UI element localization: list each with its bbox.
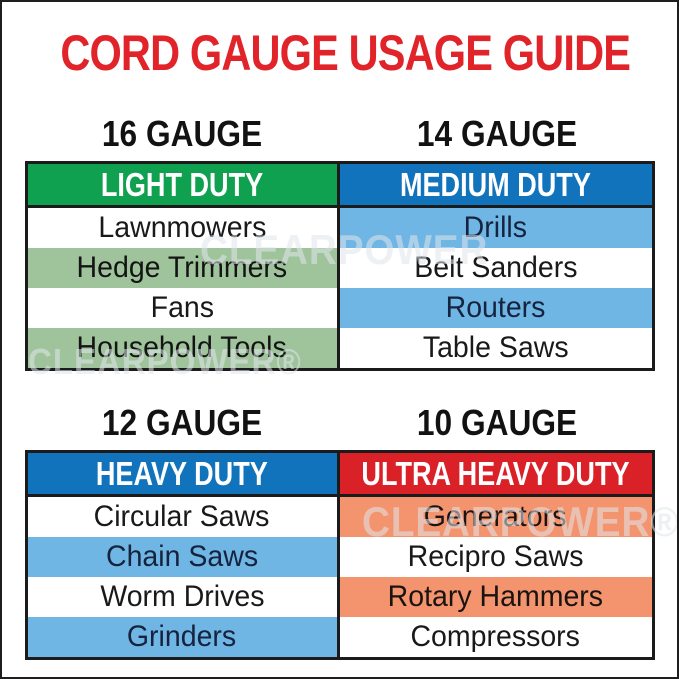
duty-header-ultra-heavy-duty: ULTRA HEAVY DUTY bbox=[339, 453, 652, 497]
gauge-heading-14: 14 GAUGE bbox=[340, 116, 655, 152]
table-row: Belt Sanders bbox=[340, 248, 652, 288]
gauge-heading-10: 10 GAUGE bbox=[340, 405, 655, 441]
table-cell-text: Routers bbox=[445, 291, 546, 324]
table-cell-text: Worm Drives bbox=[99, 580, 265, 613]
duty-header-light-duty: LIGHT DUTY bbox=[27, 164, 337, 208]
table-cell-text: Rotary Hammers bbox=[387, 580, 604, 613]
table-row: Lawnmowers bbox=[28, 208, 337, 248]
page-title-text: CORD GAUGE USAGE GUIDE bbox=[60, 25, 631, 81]
table-row: Grinders bbox=[27, 617, 337, 657]
table-row: Hedge Trimmers bbox=[27, 248, 337, 288]
gauge-heading-16-text: 16 GAUGE bbox=[101, 113, 263, 154]
tables-row-1: LIGHT DUTY Lawnmowers Hedge Trimmers Fan… bbox=[24, 161, 655, 371]
gauge-heading-12-text: 12 GAUGE bbox=[101, 402, 263, 443]
table-row: Household Tools bbox=[27, 328, 337, 368]
gauge-heading-row-1: 16 GAUGE 14 GAUGE bbox=[25, 116, 655, 152]
table-cell-text: Table Saws bbox=[422, 331, 569, 364]
gauge-heading-14-text: 14 GAUGE bbox=[416, 113, 578, 154]
gauge-heading-row-2: 12 GAUGE 10 GAUGE bbox=[25, 405, 655, 441]
duty-header-heavy-duty: HEAVY DUTY bbox=[27, 453, 337, 497]
table-row: Recipro Saws bbox=[340, 537, 652, 577]
table-row: Chain Saws bbox=[27, 537, 337, 577]
duty-header-medium-duty-text: MEDIUM DUTY bbox=[400, 166, 591, 203]
table-cell-text: Household Tools bbox=[76, 331, 288, 364]
table-cell-text: Circular Saws bbox=[94, 500, 270, 533]
duty-header-medium-duty: MEDIUM DUTY bbox=[339, 164, 652, 208]
table-cell-text: Fans bbox=[150, 291, 214, 324]
gauge-heading-10-text: 10 GAUGE bbox=[416, 402, 578, 443]
table-10-gauge: ULTRA HEAVY DUTY Generators Recipro Saws… bbox=[339, 450, 655, 660]
table-row: Routers bbox=[339, 288, 652, 328]
table-cell-text: Hedge Trimmers bbox=[76, 251, 288, 284]
table-cell-text: Recipro Saws bbox=[407, 540, 584, 573]
table-cell-text: Compressors bbox=[410, 620, 581, 653]
gauge-heading-16: 16 GAUGE bbox=[25, 116, 340, 152]
table-12-gauge: HEAVY DUTY Circular Saws Chain Saws Worm… bbox=[24, 450, 340, 660]
table-row: Generators bbox=[339, 497, 652, 537]
gauge-heading-12: 12 GAUGE bbox=[25, 405, 340, 441]
table-row: Circular Saws bbox=[28, 497, 337, 537]
duty-header-ultra-heavy-duty-text: ULTRA HEAVY DUTY bbox=[361, 455, 630, 492]
table-row: Fans bbox=[28, 288, 337, 328]
duty-header-light-duty-text: LIGHT DUTY bbox=[100, 166, 264, 203]
table-cell-text: Belt Sanders bbox=[413, 251, 578, 284]
table-row: Rotary Hammers bbox=[339, 577, 652, 617]
table-cell-text: Drills bbox=[463, 211, 528, 244]
table-cell-text: Grinders bbox=[127, 620, 237, 653]
tables-row-2: HEAVY DUTY Circular Saws Chain Saws Worm… bbox=[24, 450, 655, 660]
table-cell-text: Generators bbox=[424, 500, 567, 533]
table-row: Table Saws bbox=[340, 328, 652, 368]
table-row: Compressors bbox=[340, 617, 652, 657]
page-title: CORD GAUGE USAGE GUIDE bbox=[2, 28, 677, 78]
table-cell-text: Chain Saws bbox=[105, 540, 259, 573]
table-14-gauge: MEDIUM DUTY Drills Belt Sanders Routers … bbox=[339, 161, 655, 371]
duty-header-heavy-duty-text: HEAVY DUTY bbox=[96, 455, 268, 492]
table-row: Worm Drives bbox=[28, 577, 337, 617]
table-cell-text: Lawnmowers bbox=[98, 211, 266, 244]
table-16-gauge: LIGHT DUTY Lawnmowers Hedge Trimmers Fan… bbox=[24, 161, 340, 371]
table-row: Drills bbox=[339, 208, 652, 248]
